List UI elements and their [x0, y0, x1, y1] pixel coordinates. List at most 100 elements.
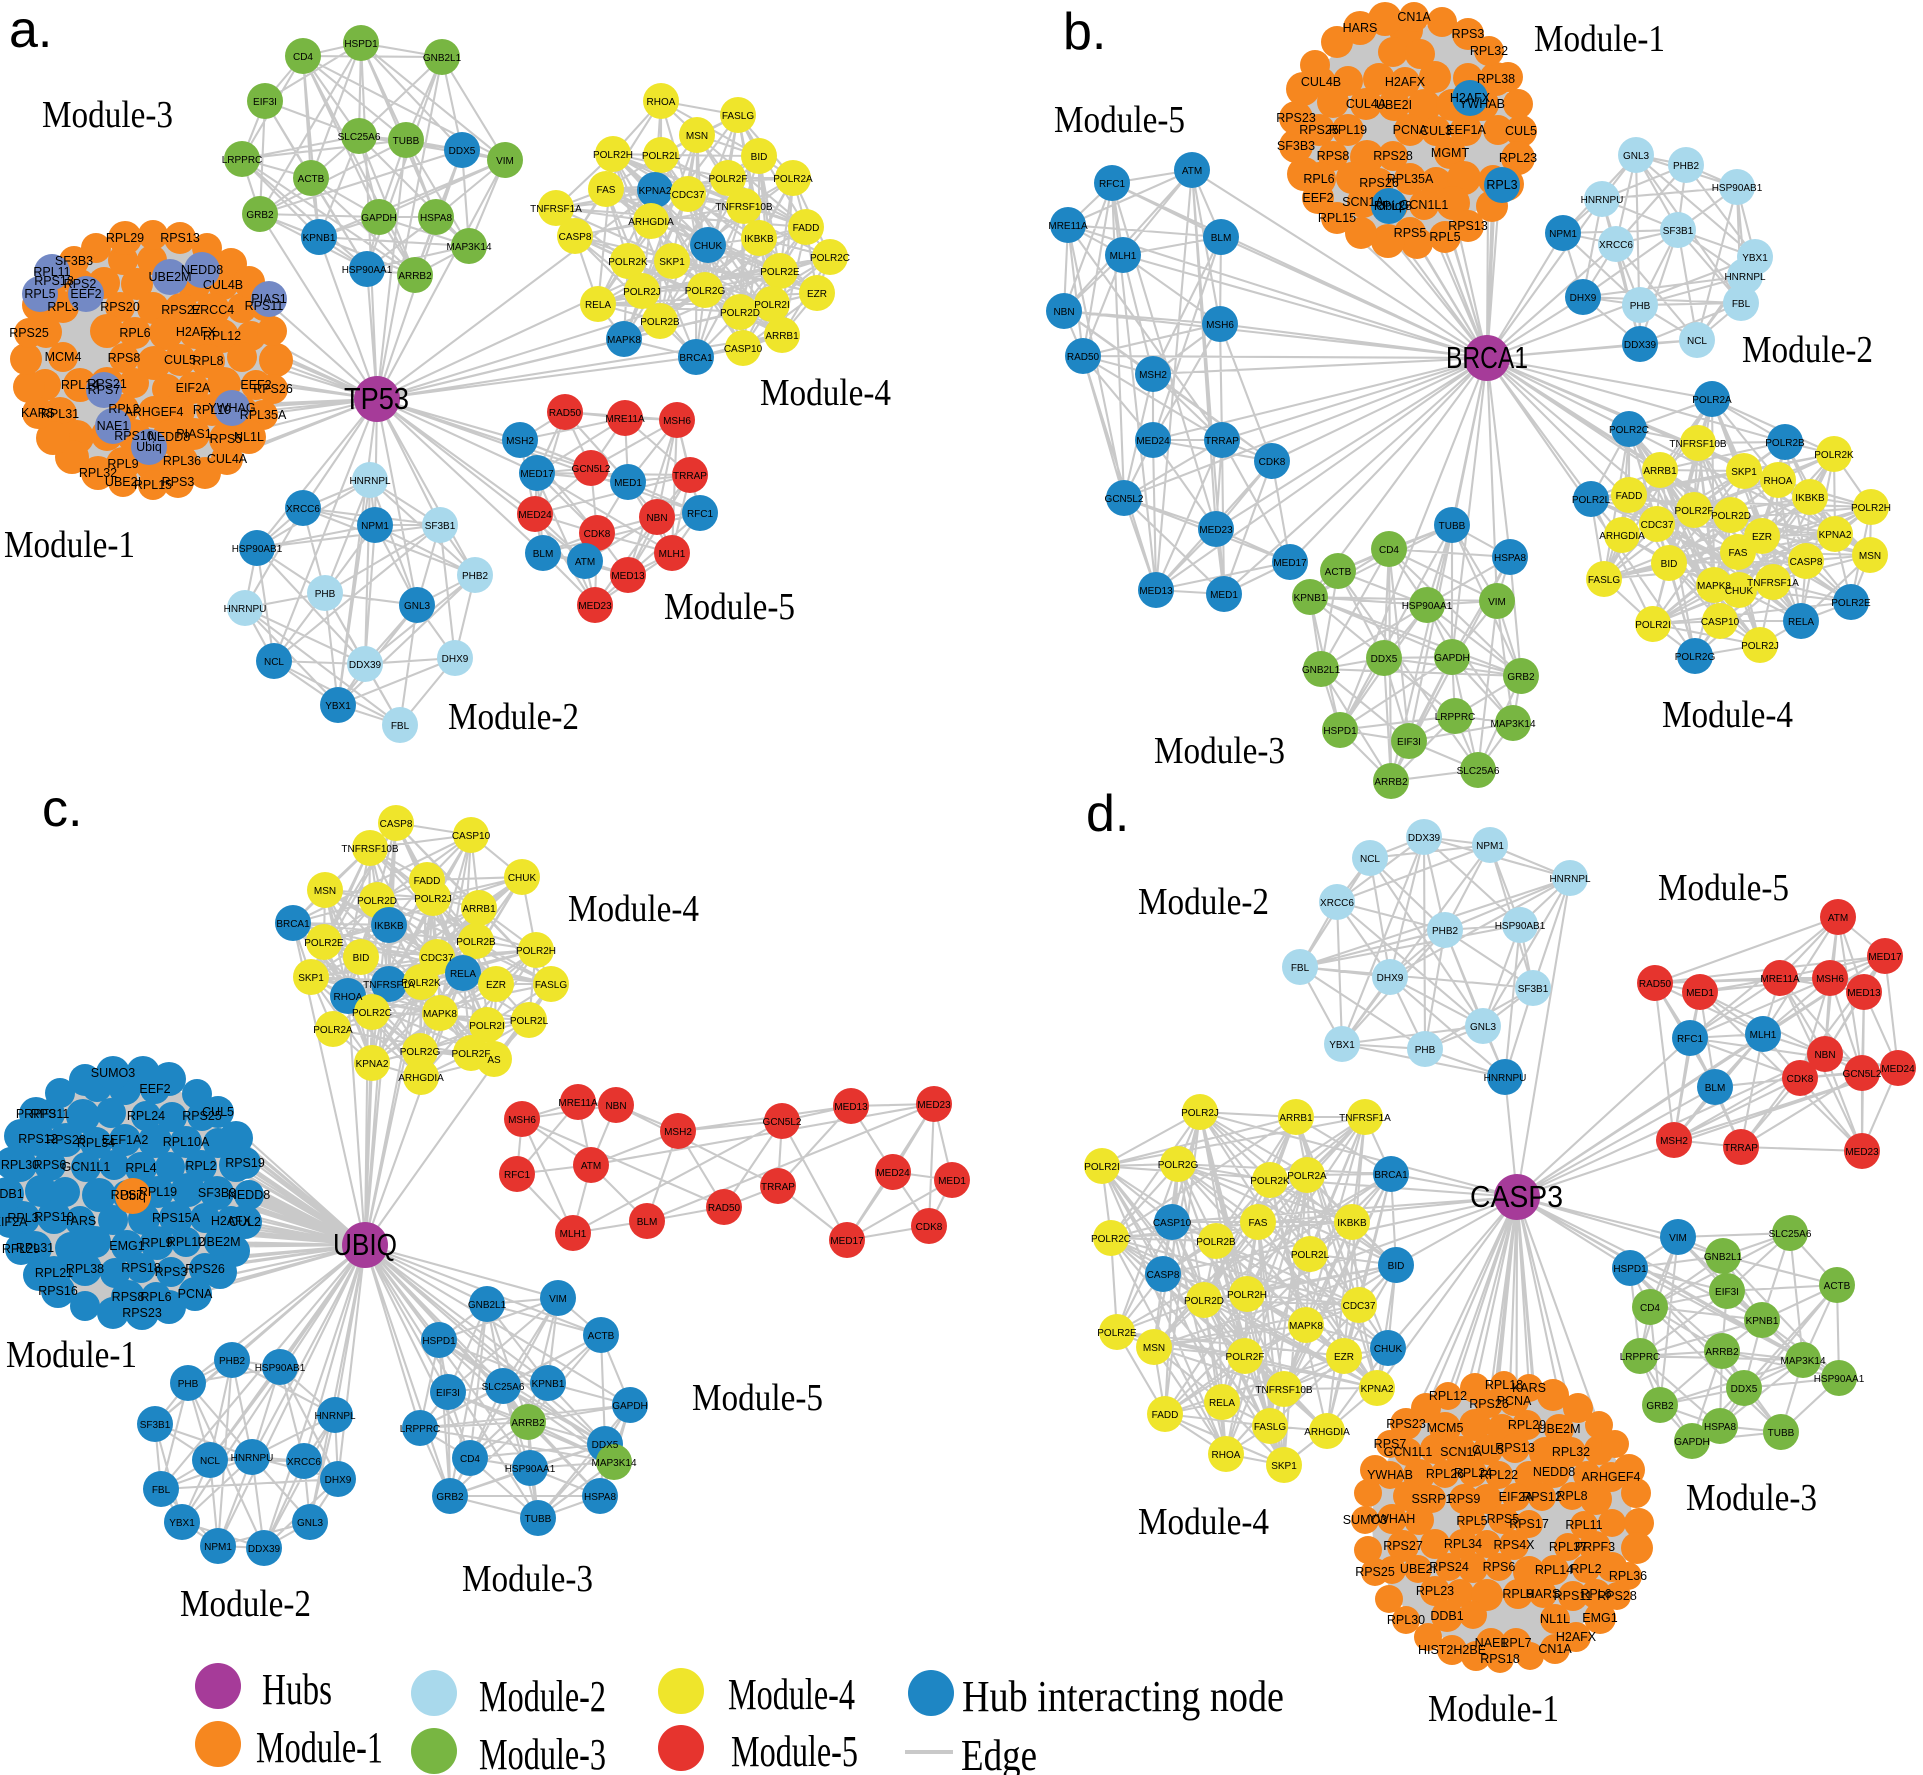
- svg-text:EZR: EZR: [1752, 532, 1772, 543]
- svg-text:BRCA1: BRCA1: [1446, 340, 1528, 375]
- svg-text:CD4: CD4: [1379, 545, 1399, 556]
- svg-text:RPL32: RPL32: [1470, 44, 1508, 58]
- svg-text:RPL9: RPL9: [107, 457, 138, 471]
- svg-text:TNFRSF1A: TNFRSF1A: [530, 204, 582, 215]
- svg-text:GAPDH: GAPDH: [1674, 1437, 1710, 1448]
- svg-text:MED1: MED1: [938, 1176, 966, 1187]
- svg-text:POLR2E: POLR2E: [1831, 598, 1871, 609]
- svg-text:MAPK8: MAPK8: [607, 335, 641, 346]
- svg-text:MED23: MED23: [578, 601, 612, 612]
- svg-text:RFC1: RFC1: [1677, 1034, 1704, 1045]
- svg-text:POLR2F: POLR2F: [1675, 506, 1714, 517]
- svg-text:CASP10: CASP10: [452, 831, 491, 842]
- svg-text:Module-4: Module-4: [1662, 694, 1793, 736]
- svg-text:ARRB2: ARRB2: [1705, 1347, 1739, 1358]
- svg-text:RPL8: RPL8: [1556, 1489, 1587, 1503]
- svg-text:RPL8: RPL8: [192, 354, 223, 368]
- svg-text:CHUK: CHUK: [694, 241, 723, 252]
- svg-text:DHX9: DHX9: [325, 1475, 352, 1486]
- svg-text:POLR2J: POLR2J: [1741, 641, 1779, 652]
- svg-text:Module-1: Module-1: [6, 1334, 137, 1376]
- svg-text:VIM: VIM: [1669, 1233, 1687, 1244]
- svg-text:LRPPRC: LRPPRC: [222, 155, 263, 166]
- svg-text:NCL: NCL: [264, 657, 284, 668]
- svg-text:PHB: PHB: [1415, 1045, 1436, 1056]
- svg-text:RPL15: RPL15: [1318, 211, 1356, 225]
- svg-text:POLR2L: POLR2L: [1572, 495, 1611, 506]
- svg-text:POLR2D: POLR2D: [357, 896, 397, 907]
- svg-text:RPL26: RPL26: [1426, 1467, 1464, 1481]
- svg-text:RHOA: RHOA: [334, 992, 363, 1003]
- svg-text:Module-5: Module-5: [692, 1377, 823, 1419]
- svg-text:HSP90AB1: HSP90AB1: [232, 544, 283, 555]
- svg-text:GRB2: GRB2: [246, 210, 274, 221]
- svg-text:RPL31: RPL31: [16, 1241, 54, 1255]
- svg-text:RPS6: RPS6: [1483, 1560, 1516, 1574]
- svg-text:RPL5: RPL5: [1429, 230, 1460, 244]
- svg-text:EIF2A: EIF2A: [1499, 1490, 1534, 1504]
- svg-text:RPL38: RPL38: [66, 1262, 104, 1276]
- svg-text:EEF1A: EEF1A: [1446, 123, 1486, 137]
- svg-text:GNB2L1: GNB2L1: [423, 53, 462, 64]
- svg-text:GAPDH: GAPDH: [1434, 653, 1470, 664]
- svg-text:FAS: FAS: [1249, 1218, 1268, 1229]
- svg-text:RPL19: RPL19: [139, 1185, 177, 1199]
- svg-text:POLR2B: POLR2B: [640, 317, 680, 328]
- svg-text:RPS26: RPS26: [185, 1262, 225, 1276]
- svg-text:Module-5: Module-5: [1054, 99, 1185, 141]
- svg-text:CDC37: CDC37: [672, 190, 705, 201]
- svg-text:EIF2A: EIF2A: [176, 381, 211, 395]
- svg-text:CASP10: CASP10: [1701, 617, 1740, 628]
- svg-text:BID: BID: [353, 953, 370, 964]
- svg-text:RPL21: RPL21: [35, 1266, 73, 1280]
- svg-text:KARS: KARS: [1512, 1381, 1546, 1395]
- svg-text:PHB2: PHB2: [219, 1356, 246, 1367]
- svg-text:RPS5: RPS5: [1487, 1512, 1520, 1526]
- svg-text:EIF2A: EIF2A: [0, 1215, 28, 1229]
- svg-text:XRCC6: XRCC6: [1320, 898, 1354, 909]
- svg-text:RPS16: RPS16: [38, 1284, 78, 1298]
- svg-text:YBX1: YBX1: [1329, 1040, 1355, 1051]
- svg-text:DDB1: DDB1: [0, 1187, 24, 1201]
- svg-text:PHB: PHB: [1630, 301, 1651, 312]
- svg-text:FASLG: FASLG: [1588, 575, 1620, 586]
- svg-text:FASLG: FASLG: [535, 980, 567, 991]
- svg-text:POLR2C: POLR2C: [1609, 425, 1649, 436]
- svg-text:MRE11A: MRE11A: [605, 414, 645, 425]
- svg-text:TNFRSF10B: TNFRSF10B: [341, 844, 399, 855]
- svg-text:RPL12: RPL12: [1429, 1389, 1467, 1403]
- svg-text:RPL5: RPL5: [24, 287, 55, 301]
- svg-text:SF3B1: SF3B1: [1518, 984, 1549, 995]
- svg-text:POLR2K: POLR2K: [401, 978, 441, 989]
- svg-text:CASP10: CASP10: [724, 344, 763, 355]
- svg-text:RPS18: RPS18: [1480, 1652, 1520, 1666]
- svg-text:GCN1L1: GCN1L1: [62, 1160, 111, 1174]
- svg-text:NEDD8: NEDD8: [1533, 1465, 1575, 1479]
- svg-text:FADD: FADD: [793, 223, 820, 234]
- svg-text:SF3B1: SF3B1: [140, 1420, 171, 1431]
- svg-text:HNRNPU: HNRNPU: [231, 1453, 274, 1464]
- svg-text:BID: BID: [1388, 1261, 1405, 1272]
- svg-text:HNRNPL: HNRNPL: [1549, 874, 1591, 885]
- svg-text:XRCC6: XRCC6: [286, 504, 320, 515]
- svg-text:POLR2C: POLR2C: [1091, 1234, 1131, 1245]
- svg-text:RPL29: RPL29: [106, 231, 144, 245]
- svg-text:BID: BID: [1661, 559, 1678, 570]
- svg-text:H2AFX: H2AFX: [1556, 1630, 1597, 1644]
- svg-text:ARHGEF4: ARHGEF4: [1581, 1470, 1640, 1484]
- svg-text:MSN: MSN: [1143, 1343, 1165, 1354]
- svg-text:MED13: MED13: [1847, 988, 1881, 999]
- svg-text:UBIQ: UBIQ: [333, 1227, 397, 1262]
- svg-text:RELA: RELA: [1788, 617, 1814, 628]
- svg-text:MAPK8: MAPK8: [1289, 1321, 1323, 1332]
- svg-text:RPS19: RPS19: [225, 1156, 265, 1170]
- svg-text:RPS25: RPS25: [1299, 123, 1339, 137]
- svg-text:TRRAP: TRRAP: [1724, 1143, 1758, 1154]
- svg-text:BLM: BLM: [637, 1217, 658, 1228]
- svg-text:POLR2I: POLR2I: [1635, 620, 1671, 631]
- svg-text:RPS18: RPS18: [121, 1261, 161, 1275]
- svg-text:POLR2K: POLR2K: [608, 257, 648, 268]
- svg-text:GAPDH: GAPDH: [361, 213, 397, 224]
- svg-text:HSP90AA1: HSP90AA1: [505, 1464, 556, 1475]
- svg-text:TUBB: TUBB: [525, 1514, 552, 1525]
